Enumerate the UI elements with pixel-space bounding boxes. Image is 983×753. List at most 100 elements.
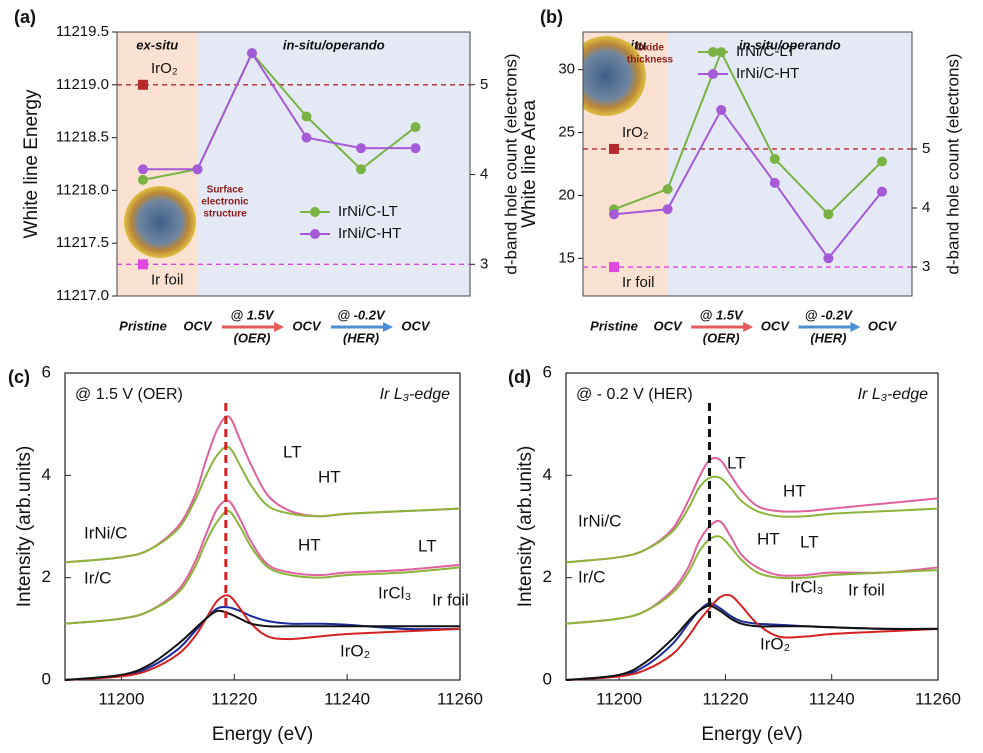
inset-annotation: thickness bbox=[627, 55, 674, 66]
x-tick-label: 11260 bbox=[437, 689, 483, 708]
y-tick-label: 15 bbox=[558, 249, 575, 266]
series-point bbox=[769, 177, 780, 188]
reference-label: IrO₂ bbox=[622, 124, 649, 141]
y-axis-label: Intensity (arb.units) bbox=[14, 446, 35, 608]
y-tick-label: 25 bbox=[558, 124, 575, 141]
x-category-label: OCV bbox=[183, 318, 213, 333]
series-point bbox=[877, 186, 887, 197]
curve-label: LT bbox=[727, 453, 746, 472]
series-point bbox=[662, 204, 673, 215]
legend-swatch-point bbox=[310, 229, 320, 239]
inset-annotation: structure bbox=[203, 209, 247, 220]
x-tick-label: 11240 bbox=[324, 689, 370, 708]
spectrum-line bbox=[565, 535, 939, 625]
x-category-label: Pristine bbox=[590, 318, 638, 333]
series-point bbox=[247, 48, 257, 59]
panel-label: (c) bbox=[8, 367, 30, 387]
x-category-sublabel: (OER) bbox=[703, 330, 740, 345]
x-category-sublabel: (OER) bbox=[234, 330, 271, 345]
y2-axis-label: d-band hole count (electrons) bbox=[501, 53, 520, 274]
reference-marker bbox=[609, 143, 619, 154]
group-label: IrNi/C bbox=[84, 523, 127, 542]
series-point bbox=[301, 111, 312, 122]
x-category-label: @ 1.5V bbox=[230, 307, 274, 322]
spectrum-line bbox=[64, 594, 461, 681]
y-axis-label: White line Area bbox=[519, 100, 540, 228]
x-tick-label: 11220 bbox=[211, 689, 257, 708]
panel-label: (d) bbox=[508, 367, 531, 387]
x-category-label: @ -0.2V bbox=[337, 307, 386, 322]
y2-axis-label: d-band hole count (electrons) bbox=[943, 53, 962, 274]
series-point bbox=[356, 143, 366, 154]
panel-label: (a) bbox=[14, 7, 36, 27]
y2-tick-label: 3 bbox=[480, 255, 488, 272]
series-point bbox=[609, 209, 619, 220]
y-axis-label: White line Energy bbox=[21, 89, 42, 238]
legend-swatch-point bbox=[708, 47, 718, 57]
plot-frame bbox=[64, 372, 461, 681]
series-point bbox=[769, 153, 780, 164]
series-point bbox=[410, 122, 421, 133]
y-tick-label: 0 bbox=[543, 669, 552, 688]
y-tick-label: 11218.0 bbox=[56, 181, 109, 198]
region-label: in-situ/operando bbox=[739, 37, 841, 52]
series-point bbox=[823, 209, 834, 220]
curve-label: HT bbox=[318, 467, 341, 486]
curve-label: Ir foil bbox=[848, 580, 885, 599]
reference-label: IrO₂ bbox=[151, 60, 178, 77]
series-point bbox=[823, 253, 834, 264]
inset-annotation: Oxide bbox=[636, 43, 664, 54]
legend-swatch-point bbox=[310, 207, 320, 217]
series-point bbox=[138, 164, 148, 175]
series-point bbox=[138, 174, 148, 185]
y-tick-label: 6 bbox=[42, 362, 51, 381]
panel-label: (b) bbox=[540, 7, 563, 27]
plot-frame bbox=[565, 372, 939, 681]
region-label: ex-situ bbox=[136, 37, 178, 52]
x-category-label: OCV bbox=[761, 318, 791, 333]
curve-label: HT bbox=[298, 535, 321, 554]
curve-label: HT bbox=[757, 529, 780, 548]
edge-label: Ir L₃-edge bbox=[380, 386, 450, 403]
region-label: in-situ/operando bbox=[283, 37, 385, 52]
spectrum-line bbox=[565, 519, 939, 625]
series-point bbox=[877, 156, 887, 167]
x-axis-label: Energy (eV) bbox=[212, 724, 313, 745]
x-category-sublabel: (HER) bbox=[343, 330, 379, 345]
x-category-label: OCV bbox=[868, 318, 898, 333]
curve-label: LT bbox=[283, 442, 302, 461]
x-category-label: OCV bbox=[401, 318, 431, 333]
x-axis-label: Energy (eV) bbox=[701, 724, 802, 745]
curve-label: HT bbox=[783, 481, 806, 500]
series-line bbox=[613, 49, 883, 216]
series-point bbox=[662, 184, 673, 195]
plot-frame bbox=[582, 31, 913, 297]
y-tick-label: 6 bbox=[543, 362, 552, 381]
y-tick-label: 2 bbox=[42, 567, 51, 586]
x-tick-label: 11200 bbox=[596, 689, 642, 708]
spectrum-line bbox=[64, 605, 461, 681]
y-tick-label: 30 bbox=[558, 61, 575, 78]
spectrum-line bbox=[64, 609, 460, 681]
edge-label: Ir L₃-edge bbox=[858, 386, 928, 403]
in-situ-region bbox=[197, 32, 470, 296]
spectrum-line bbox=[565, 475, 939, 564]
series-point bbox=[716, 104, 727, 115]
x-category-label: Pristine bbox=[119, 318, 167, 333]
transition-arrowhead bbox=[383, 322, 393, 332]
x-tick-label: 11220 bbox=[702, 689, 748, 708]
x-tick-label: 11260 bbox=[915, 689, 961, 708]
y-tick-label: 11217.0 bbox=[56, 287, 109, 304]
plot-frame bbox=[116, 31, 471, 297]
reference-label: Ir foil bbox=[622, 274, 655, 291]
y-tick-label: 11219.0 bbox=[56, 76, 109, 93]
inset-annotation: electronic bbox=[201, 197, 249, 208]
spectrum-line bbox=[565, 593, 939, 681]
x-tick-label: 11240 bbox=[809, 689, 855, 708]
group-label: Ir/C bbox=[578, 567, 605, 586]
y-tick-label: 11219.5 bbox=[56, 23, 109, 40]
transition-arrowhead bbox=[850, 322, 861, 332]
series-line bbox=[143, 51, 416, 171]
curve-label: IrCl₃ bbox=[378, 583, 411, 602]
